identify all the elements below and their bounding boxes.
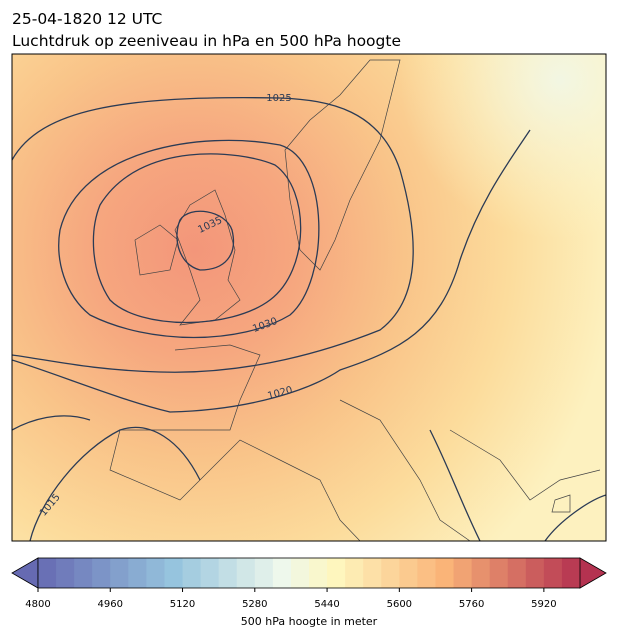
colorbar-tick-label: 5920 xyxy=(531,599,556,610)
colorbar-band xyxy=(236,558,256,588)
colorbar-band xyxy=(38,558,57,588)
colorbar-band xyxy=(489,558,509,588)
title-line2: Luchtdruk op zeeniveau in hPa en 500 hPa… xyxy=(12,32,401,50)
colorbar-band xyxy=(309,558,328,588)
colorbar-band xyxy=(146,558,165,588)
colorbar-band xyxy=(381,558,400,588)
colorbar-band xyxy=(507,558,527,588)
colorbar-band xyxy=(128,558,147,588)
colorbar-band xyxy=(327,558,346,588)
colorbar-band xyxy=(182,558,202,588)
colorbar-band xyxy=(56,558,75,588)
title-line1: 25-04-1820 12 UTC xyxy=(12,10,162,28)
colorbar-band xyxy=(92,558,111,588)
colorbar-band xyxy=(272,558,292,588)
colorbar-band xyxy=(525,558,545,588)
colorbar-tick-label: 5120 xyxy=(170,599,195,610)
colorbar-band xyxy=(543,558,563,588)
colorbar-tick-label: 4960 xyxy=(98,599,123,610)
colorbar-extend-high xyxy=(579,557,607,589)
colorbar-frame xyxy=(37,557,581,589)
colorbar-band xyxy=(345,558,364,588)
colorbar-label: 500 hPa hoogte in meter xyxy=(241,615,378,628)
isobar-label: 1025 xyxy=(266,93,291,104)
colorbar-band xyxy=(417,558,436,588)
colorbar-band xyxy=(561,558,581,588)
colorbar-tick-label: 5440 xyxy=(314,599,339,610)
colorbar-band xyxy=(399,558,418,588)
colorbar-band xyxy=(200,558,220,588)
colorbar-extend-low xyxy=(11,557,39,589)
map xyxy=(12,54,606,541)
colorbar-band xyxy=(435,558,455,588)
colorbar-tick-label: 5760 xyxy=(459,599,484,610)
colorbar-band xyxy=(164,558,184,588)
colorbar-band xyxy=(290,558,310,588)
colorbar-band xyxy=(453,558,473,588)
map-frame xyxy=(11,53,607,542)
colorbar-tick-label: 5280 xyxy=(242,599,267,610)
colorbar-band xyxy=(471,558,491,588)
colorbar-tick-label: 5600 xyxy=(387,599,412,610)
colorbar-band xyxy=(74,558,93,588)
colorbar-band xyxy=(218,558,238,588)
colorbar-tick-label: 4800 xyxy=(25,599,50,610)
colorbar-band xyxy=(254,558,274,588)
colorbar: 4800 4960 5120 5280 5440 5600 5760 5920 xyxy=(11,557,607,610)
colorbar-band xyxy=(363,558,382,588)
colorbar-band xyxy=(110,558,129,588)
